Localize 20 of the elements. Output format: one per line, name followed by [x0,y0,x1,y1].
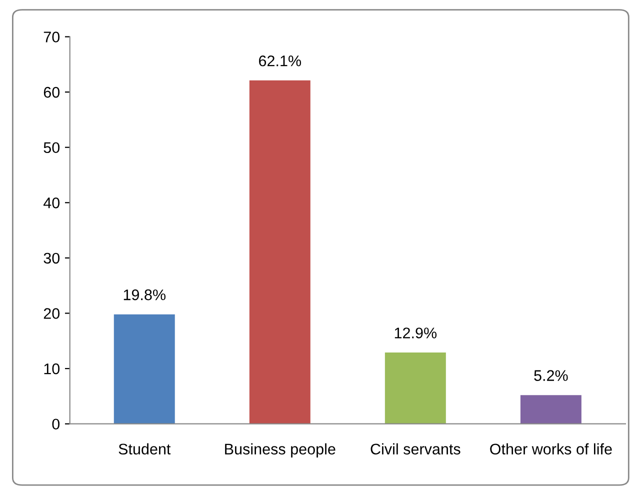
bar [249,80,310,424]
y-tick-label: 60 [44,86,60,98]
data-label: 19.8% [124,289,166,300]
y-tick-label: 10 [44,363,60,374]
y-tick-label: 50 [44,142,60,154]
bar [114,314,175,424]
data-label: 5.2% [534,370,568,381]
y-tick-label: 0 [52,418,60,430]
x-tick-label: Student [118,443,171,455]
y-tick-label: 40 [43,198,60,208]
y-tick-label: 20 [44,308,60,319]
bar [520,395,582,424]
bar [384,352,446,424]
data-label: 62.1% [259,55,302,66]
data-label: 12.9% [394,328,437,338]
y-tick-label: 30 [44,252,60,264]
y-tick-label: 70 [44,32,60,42]
x-tick-label: Other works of life [490,443,612,455]
x-tick-label: Business people [225,443,336,458]
x-tick-label: Civil servants [370,443,460,455]
